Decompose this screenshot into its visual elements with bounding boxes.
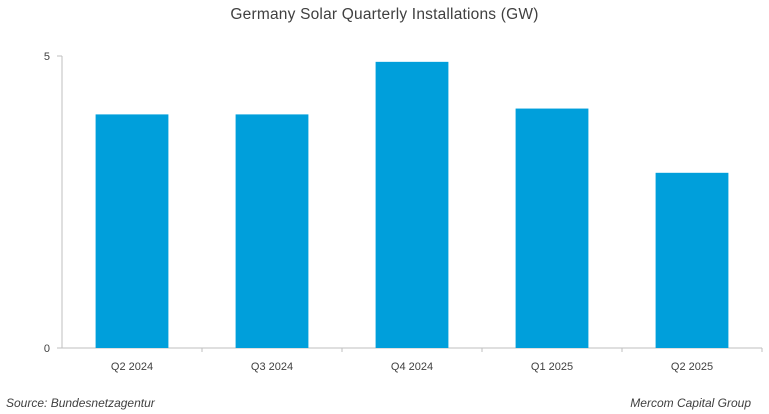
source-note: Source: Bundesnetzagentur [6,396,155,410]
bar-q3-2024 [235,114,309,349]
x-tick-label: Q2 2024 [111,361,153,373]
bar-q2-2025 [655,172,729,348]
x-tick-label: Q2 2025 [671,361,713,373]
bar-q2-2024 [95,114,169,349]
x-tick-label: Q4 2024 [391,361,433,373]
bar-q1-2025 [515,108,589,348]
x-tick-label: Q1 2025 [531,361,573,373]
chart-title: Germany Solar Quarterly Installations (G… [230,6,539,23]
y-tick-label: 0 [44,343,50,355]
y-tick-label: 5 [44,51,50,63]
x-tick-label: Q3 2024 [251,361,293,373]
bar-q4-2024 [375,61,449,349]
credit-note: Mercom Capital Group [630,396,751,410]
